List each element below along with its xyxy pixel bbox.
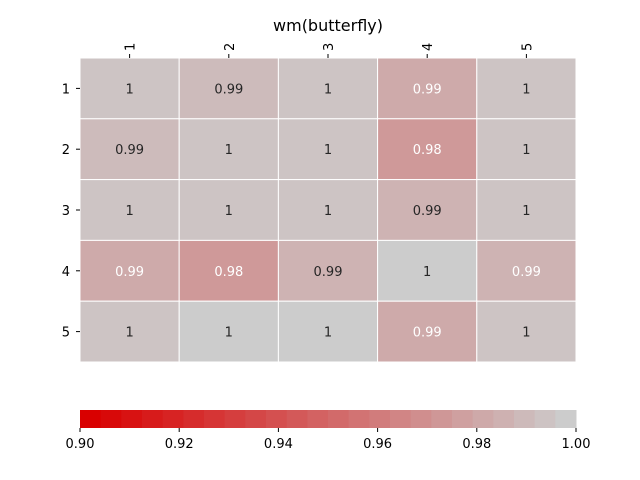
- colorbar-segment: [266, 410, 288, 428]
- y-axis-ticks: 1 2 3 4 5: [62, 82, 80, 341]
- heatmap-cell: [277, 179, 379, 241]
- colorbar-segment: [204, 410, 226, 428]
- heatmap-cell: [476, 57, 577, 120]
- heatmap-cell: [178, 57, 279, 120]
- heatmap-cell: [476, 300, 577, 363]
- heatmap-cell: [178, 300, 279, 363]
- colorbar: [80, 410, 577, 428]
- colorbar-segment: [369, 410, 391, 428]
- colorbar-ticks: 0.90 0.92 0.94 0.96 0.98 1.00: [66, 428, 591, 452]
- colorbar-segment: [183, 410, 205, 428]
- colorbar-tick-label: 0.90: [66, 437, 95, 452]
- heatmap-cell: [79, 118, 180, 181]
- cell-label: 1: [225, 326, 233, 341]
- cell-label: 0.99: [115, 143, 144, 158]
- y-tick-label: 1: [62, 82, 70, 97]
- colorbar-segment: [286, 410, 308, 428]
- colorbar-tick-label: 0.92: [165, 437, 194, 452]
- chart-title: wm(butterfly): [273, 16, 383, 35]
- cell-label: 0.99: [413, 204, 442, 219]
- cell-label: 1: [225, 143, 233, 158]
- heatmap-cell: [476, 179, 577, 241]
- colorbar-segment: [348, 410, 370, 428]
- heatmap-cell: [277, 300, 379, 363]
- cell-label: 0.99: [512, 265, 541, 280]
- colorbar-segment: [514, 410, 536, 428]
- colorbar-segment: [245, 410, 267, 428]
- x-tick-label: 4: [421, 43, 436, 51]
- colorbar-segment: [390, 410, 412, 428]
- cell-label: 1: [125, 326, 133, 341]
- y-tick-label: 3: [62, 204, 70, 219]
- y-tick-label: 5: [62, 326, 70, 341]
- cell-label: 1: [125, 204, 133, 219]
- colorbar-segment: [307, 410, 329, 428]
- cell-label: 0.99: [413, 326, 442, 341]
- heatmap-cells: 1 0.99 1 0.99 1 0.99 1 1 0.98 1 1 1 1 0.99 1 0.99 0.98 0.…: [79, 57, 577, 363]
- cell-label: 1: [125, 82, 133, 97]
- heatmap-cell: [79, 57, 180, 120]
- cell-label: 0.98: [214, 265, 243, 280]
- colorbar-tick-label: 0.94: [264, 437, 293, 452]
- colorbar-tick-label: 1.00: [562, 437, 591, 452]
- colorbar-segment: [162, 410, 184, 428]
- heatmap-cell: [178, 239, 279, 302]
- heatmap-cell: [476, 118, 577, 181]
- colorbar-segment: [80, 410, 102, 428]
- heatmap-cell: [79, 300, 180, 363]
- colorbar-segment: [534, 410, 556, 428]
- cell-label: 1: [225, 204, 233, 219]
- cell-label: 1: [324, 82, 332, 97]
- colorbar-segment: [410, 410, 432, 428]
- colorbar-segment: [328, 410, 350, 428]
- x-tick-label: 2: [223, 43, 238, 51]
- colorbar-segment: [452, 410, 474, 428]
- cell-label: 0.99: [115, 265, 144, 280]
- cell-label: 1: [423, 265, 431, 280]
- colorbar-segment: [431, 410, 453, 428]
- heatmap-cell: [476, 239, 577, 302]
- cell-label: 1: [522, 326, 530, 341]
- heatmap-cell: [377, 57, 478, 120]
- colorbar-segment: [142, 410, 164, 428]
- colorbar-segment: [493, 410, 515, 428]
- cell-label: 0.99: [314, 265, 343, 280]
- colorbar-segment: [224, 410, 246, 428]
- x-tick-label: 1: [124, 43, 139, 51]
- colorbar-segment: [555, 410, 577, 428]
- x-tick-label: 5: [520, 43, 535, 51]
- colorbar-tick-label: 0.96: [363, 437, 392, 452]
- x-tick-label: 3: [322, 43, 337, 51]
- colorbar-segment: [121, 410, 143, 428]
- cell-label: 1: [324, 326, 332, 341]
- cell-label: 1: [522, 204, 530, 219]
- cell-label: 1: [324, 204, 332, 219]
- heatmap-cell: [277, 239, 379, 302]
- y-tick-label: 4: [62, 265, 70, 280]
- cell-label: 0.98: [413, 143, 442, 158]
- colorbar-segment: [472, 410, 494, 428]
- cell-label: 1: [324, 143, 332, 158]
- cell-label: 0.99: [413, 82, 442, 97]
- colorbar-tick-label: 0.98: [462, 437, 491, 452]
- x-axis-ticks: 1 2 3 4 5: [124, 43, 535, 58]
- cell-label: 0.99: [214, 82, 243, 97]
- cell-label: 1: [522, 143, 530, 158]
- y-tick-label: 2: [62, 143, 70, 158]
- heatmap-cell: [277, 118, 379, 181]
- colorbar-segment: [100, 410, 122, 428]
- heatmap-cell: [377, 239, 478, 302]
- heatmap-cell: [377, 179, 478, 241]
- heatmap-cell: [178, 179, 279, 241]
- cell-label: 1: [522, 82, 530, 97]
